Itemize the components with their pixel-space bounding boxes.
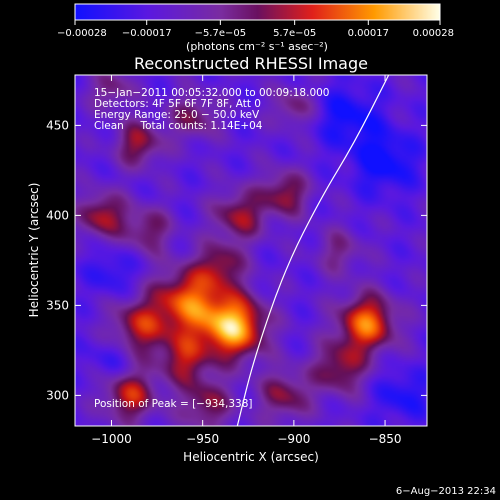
annotation-energy-range: Energy Range: 25.0 − 50.0 keV [94,109,260,121]
x-tick-label: −950 [186,432,219,446]
x-tick-label: −850 [369,432,402,446]
annotation-time-range: 15−Jan−2011 00:05:32.000 to 00:09:18.000 [94,87,330,99]
x-axis-ticks: −1000 −950 −900 −850 [91,75,402,446]
colorbar-tick-label: −0.00028 [57,28,107,39]
solar-limb-curve [236,75,390,426]
plot-frame [74,74,428,427]
y-axis-label: Heliocentric Y (arcsec) [27,183,41,318]
chart-title: Reconstructed RHESSI Image [134,54,368,73]
annotation-total-counts: Clean Total counts: 1.14E+04 [94,120,263,132]
y-axis-ticks: 300 350 400 450 [46,118,427,402]
colorbar-units-label: (photons cm⁻² s⁻¹ asec⁻²) [186,40,328,53]
colorbar-tick-label: 0.00017 [348,28,389,39]
x-tick-label: −1000 [91,432,132,446]
y-tick-label: 450 [46,118,69,132]
peak-position-label: Position of Peak = [−934,338] [94,398,253,410]
y-tick-label: 300 [46,388,69,402]
colorbar-tick-label: −5.7e−05 [195,28,247,39]
annotation-detectors: Detectors: 4F 5F 6F 7F 8F, Att 0 [94,98,261,110]
heatmap-image [75,75,427,426]
x-tick-label: −900 [277,432,310,446]
colorbar-tick-label: −0.00017 [122,28,172,39]
y-tick-label: 350 [46,298,69,312]
colorbar-tick-label: 5.7e−05 [273,28,316,39]
colorbar-ticks: −0.00028 −0.00017 −5.7e−05 5.7e−05 0.00017 0.… [57,20,454,39]
colorbar [74,3,441,21]
colorbar-tick-label: 0.00028 [413,28,454,39]
footer-timestamp: 6−Aug−2013 22:34 [396,486,496,497]
x-axis-label: Heliocentric X (arcsec) [183,450,319,464]
y-tick-label: 400 [46,208,69,222]
